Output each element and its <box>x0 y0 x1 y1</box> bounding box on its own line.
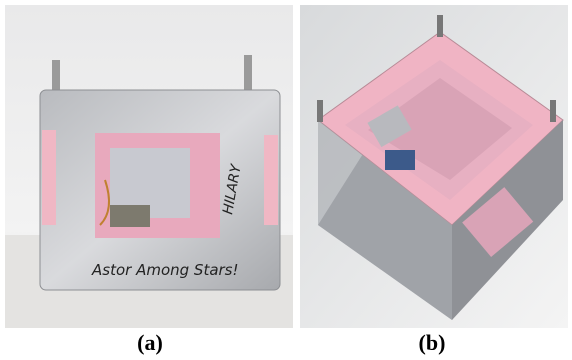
photo-b <box>300 5 568 328</box>
page: Astor Among Stars! HILARY (a) (b) (() =>… <box>0 0 572 360</box>
panel-label: (a) <box>137 330 163 355</box>
figure: Astor Among Stars! HILARY (a) (b) <box>0 0 572 360</box>
panel-label: (b) <box>419 330 446 355</box>
handwriting: Astor Among Stars! <box>91 261 239 279</box>
photo-a: Astor Among Stars! HILARY <box>5 5 293 328</box>
